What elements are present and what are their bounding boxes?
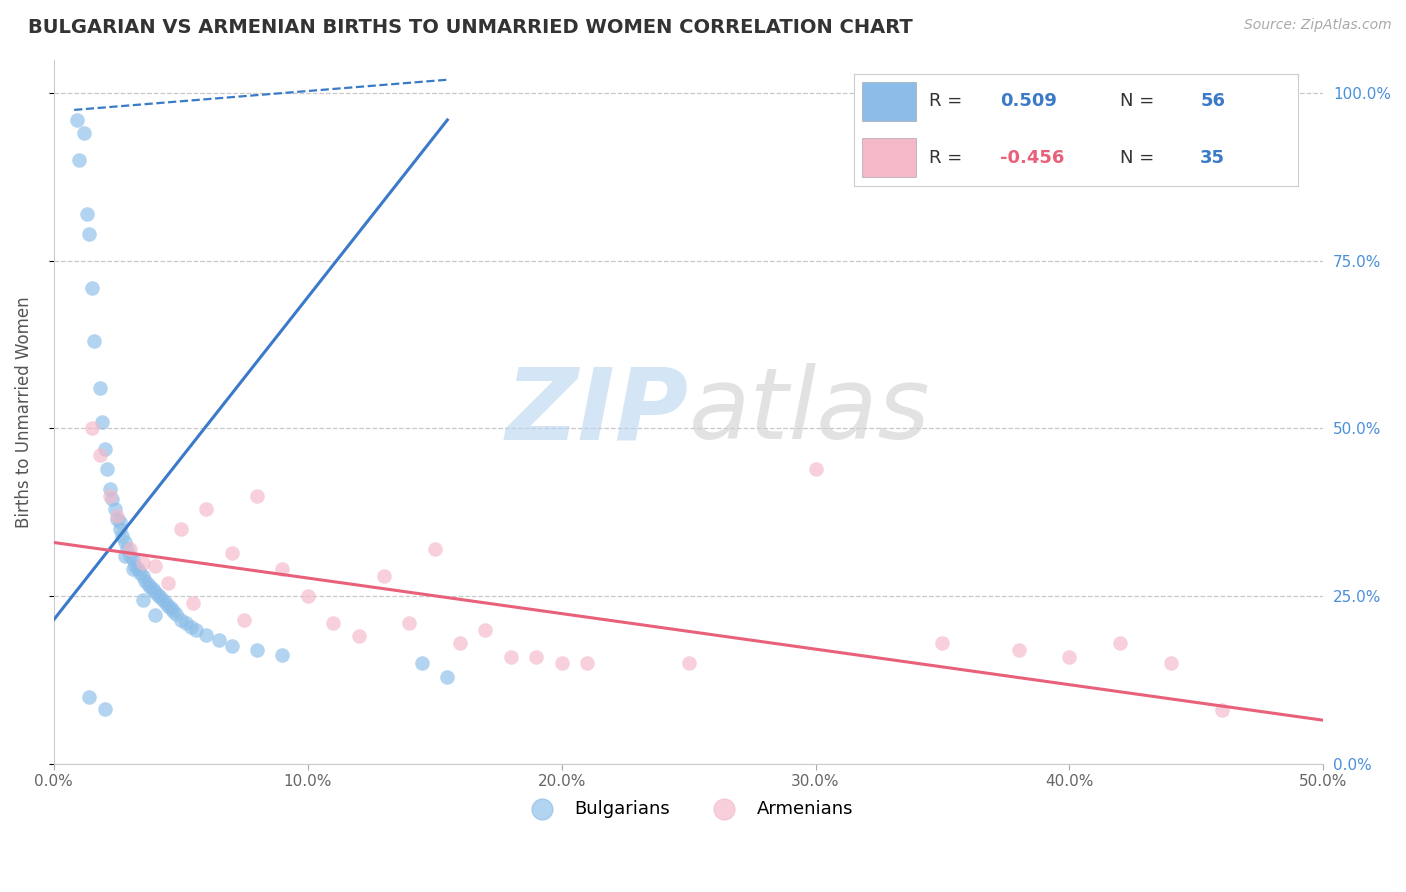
Point: [83, 334, 105, 349]
Point: [129, 566, 152, 580]
Point: [411, 657, 433, 671]
Point: [499, 649, 522, 664]
Point: [449, 636, 471, 650]
Point: [79, 690, 101, 704]
Legend: Bulgarians, Armenians: Bulgarians, Armenians: [516, 793, 860, 825]
Point: [183, 596, 205, 610]
Point: [1109, 636, 1132, 650]
Point: [114, 535, 136, 549]
Point: [1007, 642, 1029, 657]
Point: [80, 280, 103, 294]
Text: Source: ZipAtlas.com: Source: ZipAtlas.com: [1244, 18, 1392, 32]
Point: [159, 601, 181, 615]
Point: [157, 599, 180, 613]
Point: [322, 615, 344, 630]
Point: [136, 577, 159, 591]
Point: [108, 516, 131, 530]
Point: [678, 657, 700, 671]
Point: [1059, 649, 1081, 664]
Point: [170, 613, 193, 627]
Point: [131, 592, 153, 607]
Point: [174, 615, 197, 630]
Point: [474, 623, 496, 637]
Point: [162, 604, 184, 618]
Point: [105, 512, 128, 526]
Point: [347, 629, 370, 643]
Point: [180, 620, 202, 634]
Point: [134, 574, 156, 589]
Point: [195, 502, 218, 516]
Point: [117, 542, 139, 557]
Point: [1160, 657, 1182, 671]
Point: [155, 596, 177, 610]
Point: [124, 558, 146, 573]
Y-axis label: Births to Unmarried Women: Births to Unmarried Women: [15, 296, 32, 527]
Point: [118, 542, 141, 557]
Point: [165, 607, 187, 621]
Point: [208, 633, 231, 648]
Point: [170, 522, 193, 536]
Point: [96, 461, 118, 475]
Point: [76, 207, 98, 221]
Point: [80, 421, 103, 435]
Point: [423, 542, 446, 557]
Text: BULGARIAN VS ARMENIAN BIRTHS TO UNMARRIED WOMEN CORRELATION CHART: BULGARIAN VS ARMENIAN BIRTHS TO UNMARRIE…: [28, 18, 912, 37]
Point: [139, 580, 162, 594]
Point: [184, 623, 207, 637]
Point: [271, 562, 294, 576]
Point: [89, 448, 111, 462]
Point: [550, 657, 572, 671]
Point: [575, 657, 598, 671]
Text: ZIP: ZIP: [506, 363, 689, 460]
Point: [98, 489, 121, 503]
Point: [373, 569, 395, 583]
Text: atlas: atlas: [689, 363, 931, 460]
Point: [79, 227, 101, 241]
Point: [233, 613, 256, 627]
Point: [89, 381, 111, 395]
Point: [66, 112, 89, 127]
Point: [195, 628, 218, 642]
Point: [108, 522, 131, 536]
Point: [152, 593, 174, 607]
Point: [98, 482, 121, 496]
Point: [114, 549, 136, 563]
Point: [131, 569, 153, 583]
Point: [121, 552, 143, 566]
Point: [157, 575, 180, 590]
Point: [118, 549, 141, 563]
Point: [149, 591, 172, 605]
Point: [101, 491, 124, 506]
Point: [398, 615, 420, 630]
Point: [246, 489, 269, 503]
Point: [1211, 703, 1233, 717]
Point: [127, 562, 149, 576]
Point: [804, 461, 827, 475]
Point: [104, 502, 127, 516]
Point: [73, 127, 96, 141]
Point: [91, 415, 114, 429]
Point: [297, 589, 319, 603]
Point: [221, 639, 243, 653]
Point: [146, 588, 169, 602]
Point: [67, 153, 90, 168]
Point: [931, 636, 953, 650]
Point: [93, 442, 115, 456]
Point: [145, 585, 167, 599]
Point: [145, 607, 167, 622]
Point: [142, 582, 165, 597]
Point: [524, 649, 547, 664]
Point: [246, 642, 269, 657]
Point: [121, 562, 143, 576]
Point: [105, 508, 128, 523]
Point: [271, 648, 294, 662]
Point: [221, 545, 243, 559]
Point: [145, 558, 167, 573]
Point: [111, 529, 134, 543]
Point: [93, 702, 115, 716]
Point: [131, 556, 153, 570]
Point: [436, 670, 458, 684]
